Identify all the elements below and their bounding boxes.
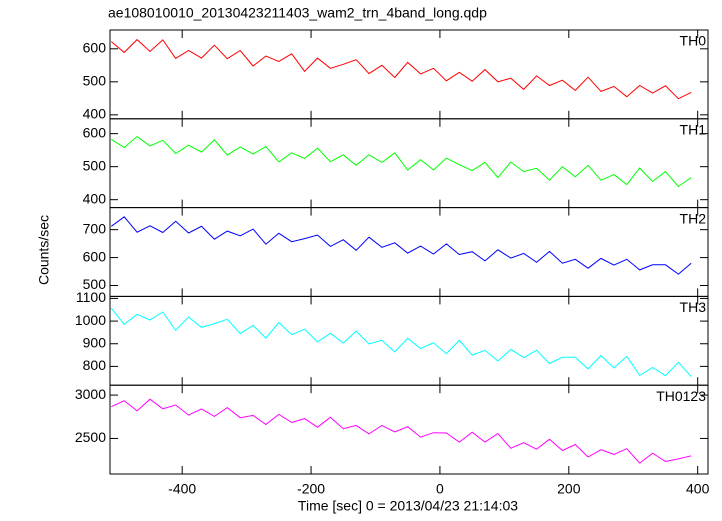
y-tick-label: 900 bbox=[83, 334, 107, 350]
panel-label: TH3 bbox=[680, 299, 707, 315]
panel-frame bbox=[109, 384, 709, 475]
x-tick-label: -400 bbox=[168, 481, 196, 497]
y-tick-label: 1000 bbox=[75, 312, 106, 328]
y-tick-label: 500 bbox=[83, 73, 107, 89]
y-tick-label: 400 bbox=[83, 106, 107, 122]
x-axis-label: Time [sec] 0 = 2013/04/23 21:14:03 bbox=[298, 498, 518, 514]
y-tick-label: 1100 bbox=[76, 289, 106, 305]
y-tick-label: 600 bbox=[83, 124, 107, 140]
data-line bbox=[110, 307, 692, 377]
y-tick-label: 500 bbox=[83, 276, 107, 292]
y-tick-label: 500 bbox=[83, 157, 107, 173]
y-tick-label: 2500 bbox=[75, 429, 106, 445]
y-tick-label: 3000 bbox=[75, 386, 106, 402]
data-line bbox=[111, 135, 692, 188]
panel-label: TH0 bbox=[680, 33, 707, 49]
x-tick-label: -200 bbox=[297, 481, 325, 497]
x-tick-label: 400 bbox=[686, 481, 710, 497]
y-tick-label: 800 bbox=[83, 357, 107, 373]
y-tick-label: 700 bbox=[83, 220, 107, 236]
data-line bbox=[111, 398, 692, 464]
panel-label: TH0123 bbox=[656, 388, 706, 404]
panel-frame bbox=[109, 295, 709, 386]
panel-frame bbox=[109, 118, 709, 209]
panel-label: TH1 bbox=[680, 122, 707, 138]
y-axis-label: Counts/sec bbox=[36, 215, 52, 285]
y-tick-label: 600 bbox=[83, 40, 107, 56]
chart-title: ae108010010_20130423211403_wam2_trn_4ban… bbox=[108, 5, 487, 21]
x-tick-label: 0 bbox=[436, 481, 444, 497]
panel-label: TH2 bbox=[680, 210, 707, 226]
panel-frame bbox=[109, 29, 709, 120]
x-tick-label: 200 bbox=[557, 481, 581, 497]
y-tick-label: 400 bbox=[83, 190, 107, 206]
data-line bbox=[111, 216, 692, 275]
data-line bbox=[110, 38, 692, 100]
y-tick-label: 600 bbox=[83, 248, 107, 264]
